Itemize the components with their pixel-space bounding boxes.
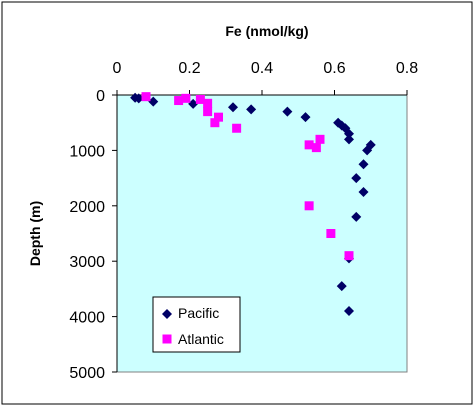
data-point-atlantic <box>203 98 213 108</box>
x-tick-label: 0.6 <box>323 60 345 77</box>
data-point-pacific <box>282 106 293 117</box>
y-axis-title: Depth (m) <box>27 201 43 266</box>
data-point-pacific <box>351 211 362 222</box>
legend: Pacific Atlantic <box>152 296 241 353</box>
data-point-pacific <box>344 306 354 317</box>
data-point-atlantic <box>232 123 242 133</box>
data-point-atlantic <box>203 107 213 117</box>
y-tick-label: 5000 <box>69 365 105 382</box>
legend-marker-pacific <box>162 309 172 319</box>
x-tick-label: 0 <box>113 60 122 77</box>
data-point-pacific <box>336 281 347 292</box>
data-point-atlantic <box>344 251 354 261</box>
data-point-pacific <box>362 145 373 156</box>
data-point-atlantic <box>174 96 184 106</box>
data-point-pacific <box>358 186 369 197</box>
y-tick-label: 0 <box>96 88 105 105</box>
data-point-atlantic <box>304 201 314 211</box>
legend-label-pacific: Pacific <box>178 305 219 321</box>
data-point-pacific <box>344 134 354 145</box>
legend-marker-atlantic <box>162 334 172 344</box>
data-point-pacific <box>133 93 144 104</box>
x-axis-title: Fe (nmol/kg) <box>225 23 308 39</box>
data-point-atlantic <box>326 229 336 238</box>
data-point-atlantic <box>311 143 321 153</box>
data-point-pacific <box>351 173 362 184</box>
y-tick-label: 1000 <box>69 143 105 160</box>
series-layer <box>130 92 376 317</box>
x-tick-label: 0.8 <box>396 60 418 77</box>
data-point-pacific <box>228 102 238 113</box>
data-point-atlantic <box>210 118 220 128</box>
y-tick-label: 4000 <box>69 310 105 327</box>
data-point-pacific <box>358 159 369 170</box>
data-point-atlantic <box>141 92 151 102</box>
y-axis-ticks: 0 1000 2000 3000 4000 5000 <box>69 88 117 382</box>
data-point-atlantic <box>195 94 205 104</box>
x-tick-label: 0.4 <box>251 60 273 77</box>
data-point-pacific <box>188 98 199 109</box>
data-point-pacific <box>300 112 311 123</box>
y-tick-label: 2000 <box>69 199 105 216</box>
data-point-atlantic <box>304 140 314 150</box>
x-axis-ticks: 0 0.2 0.4 0.6 0.8 <box>113 60 418 95</box>
x-tick-label: 0.2 <box>178 60 200 77</box>
data-point-atlantic <box>214 112 223 122</box>
data-point-pacific <box>148 96 159 107</box>
data-point-pacific <box>246 104 257 115</box>
data-point-atlantic <box>181 93 191 103</box>
y-tick-label: 3000 <box>69 254 105 271</box>
legend-label-atlantic: Atlantic <box>178 331 224 347</box>
data-point-atlantic <box>315 134 325 144</box>
data-point-pacific <box>344 128 354 139</box>
